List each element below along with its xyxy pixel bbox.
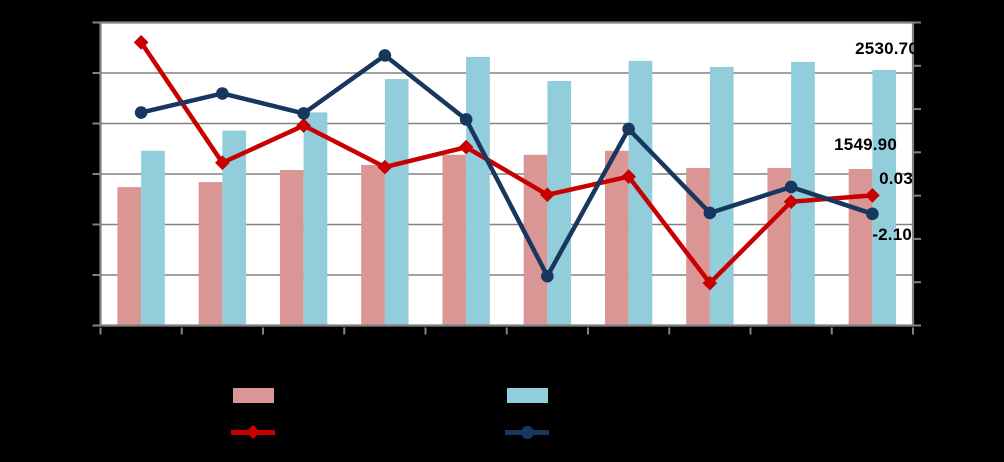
line-red-diamond-marker-4 — [377, 159, 393, 175]
data-label-last-pink-bar: 1549.90 — [834, 135, 897, 154]
line-navy-circle-marker-9 — [784, 180, 798, 194]
bar-bars-blue-5 — [466, 56, 490, 326]
bar-bars-blue-3 — [303, 112, 328, 326]
bar-bars-pink-6 — [523, 154, 548, 326]
legend-circle-marker-icon — [521, 426, 534, 439]
line-navy-circle-marker-10 — [866, 207, 879, 221]
bar-bars-blue-4 — [384, 79, 409, 326]
line-red-diamond-marker-6 — [540, 187, 555, 203]
line-red-diamond-marker-10 — [865, 188, 880, 203]
data-label-last-navy-point: -2.10 — [872, 225, 912, 244]
bar-bars-blue-9 — [791, 61, 815, 326]
legend-swatch-blue-bars — [507, 388, 548, 403]
bar-bars-blue-8 — [709, 66, 734, 326]
bar-bars-pink-1 — [117, 187, 142, 326]
bar-bars-blue-2 — [222, 130, 247, 326]
line-red-diamond-marker-9 — [783, 194, 799, 210]
bar-bars-blue-6 — [547, 81, 572, 326]
line-navy-circle-marker-6 — [541, 269, 554, 283]
bar-bars-blue-10 — [872, 69, 897, 326]
line-navy-circle-marker-4 — [378, 49, 392, 62]
bar-bars-pink-2 — [198, 182, 223, 326]
line-navy-circle-marker-8 — [703, 206, 717, 220]
line-red-diamond-marker-5 — [458, 139, 474, 155]
bar-bars-pink-4 — [361, 164, 385, 326]
line-navy-circle-marker-7 — [622, 122, 635, 136]
data-label-last-red-point: 0.03 — [879, 169, 913, 188]
line-red-path — [138, 40, 875, 286]
bar-bars-pink-3 — [279, 169, 304, 326]
legend-swatch-pink-bars — [233, 388, 274, 403]
bar-bars-blue-1 — [141, 150, 165, 326]
line-navy-circle-marker-2 — [216, 87, 229, 100]
data-label-last-blue-bar: 2530.70 — [855, 39, 918, 58]
bar-bars-pink-7 — [604, 150, 629, 326]
line-navy-circle-marker-3 — [297, 107, 310, 120]
line-navy-circle-marker-5 — [459, 113, 473, 126]
line-navy-circle-marker-1 — [134, 106, 148, 119]
line-navy-path — [138, 53, 875, 279]
bar-bars-pink-5 — [442, 154, 467, 326]
line-red-diamond-marker-7 — [621, 169, 636, 184]
line-red-diamond-marker-8 — [702, 275, 718, 291]
line-red-diamond-marker-3 — [296, 118, 311, 133]
